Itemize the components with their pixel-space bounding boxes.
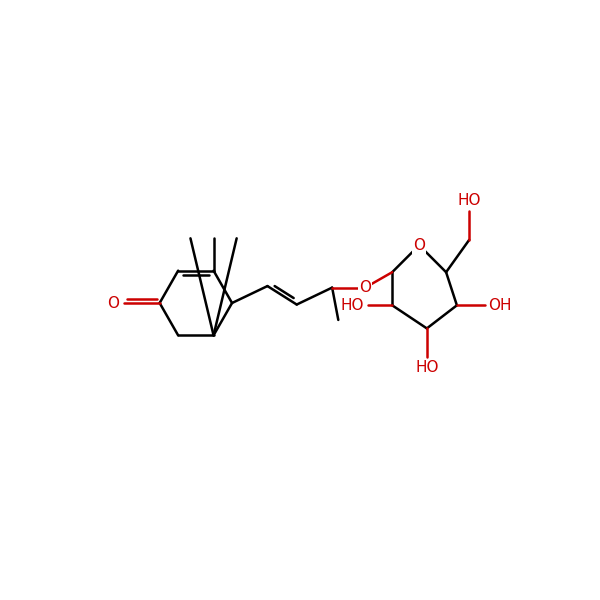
Text: O: O [359, 280, 371, 295]
Text: O: O [107, 295, 119, 311]
Text: OH: OH [488, 298, 511, 313]
Text: HO: HO [415, 360, 439, 375]
Text: O: O [413, 238, 425, 253]
Text: HO: HO [457, 193, 481, 208]
Text: HO: HO [341, 298, 364, 313]
